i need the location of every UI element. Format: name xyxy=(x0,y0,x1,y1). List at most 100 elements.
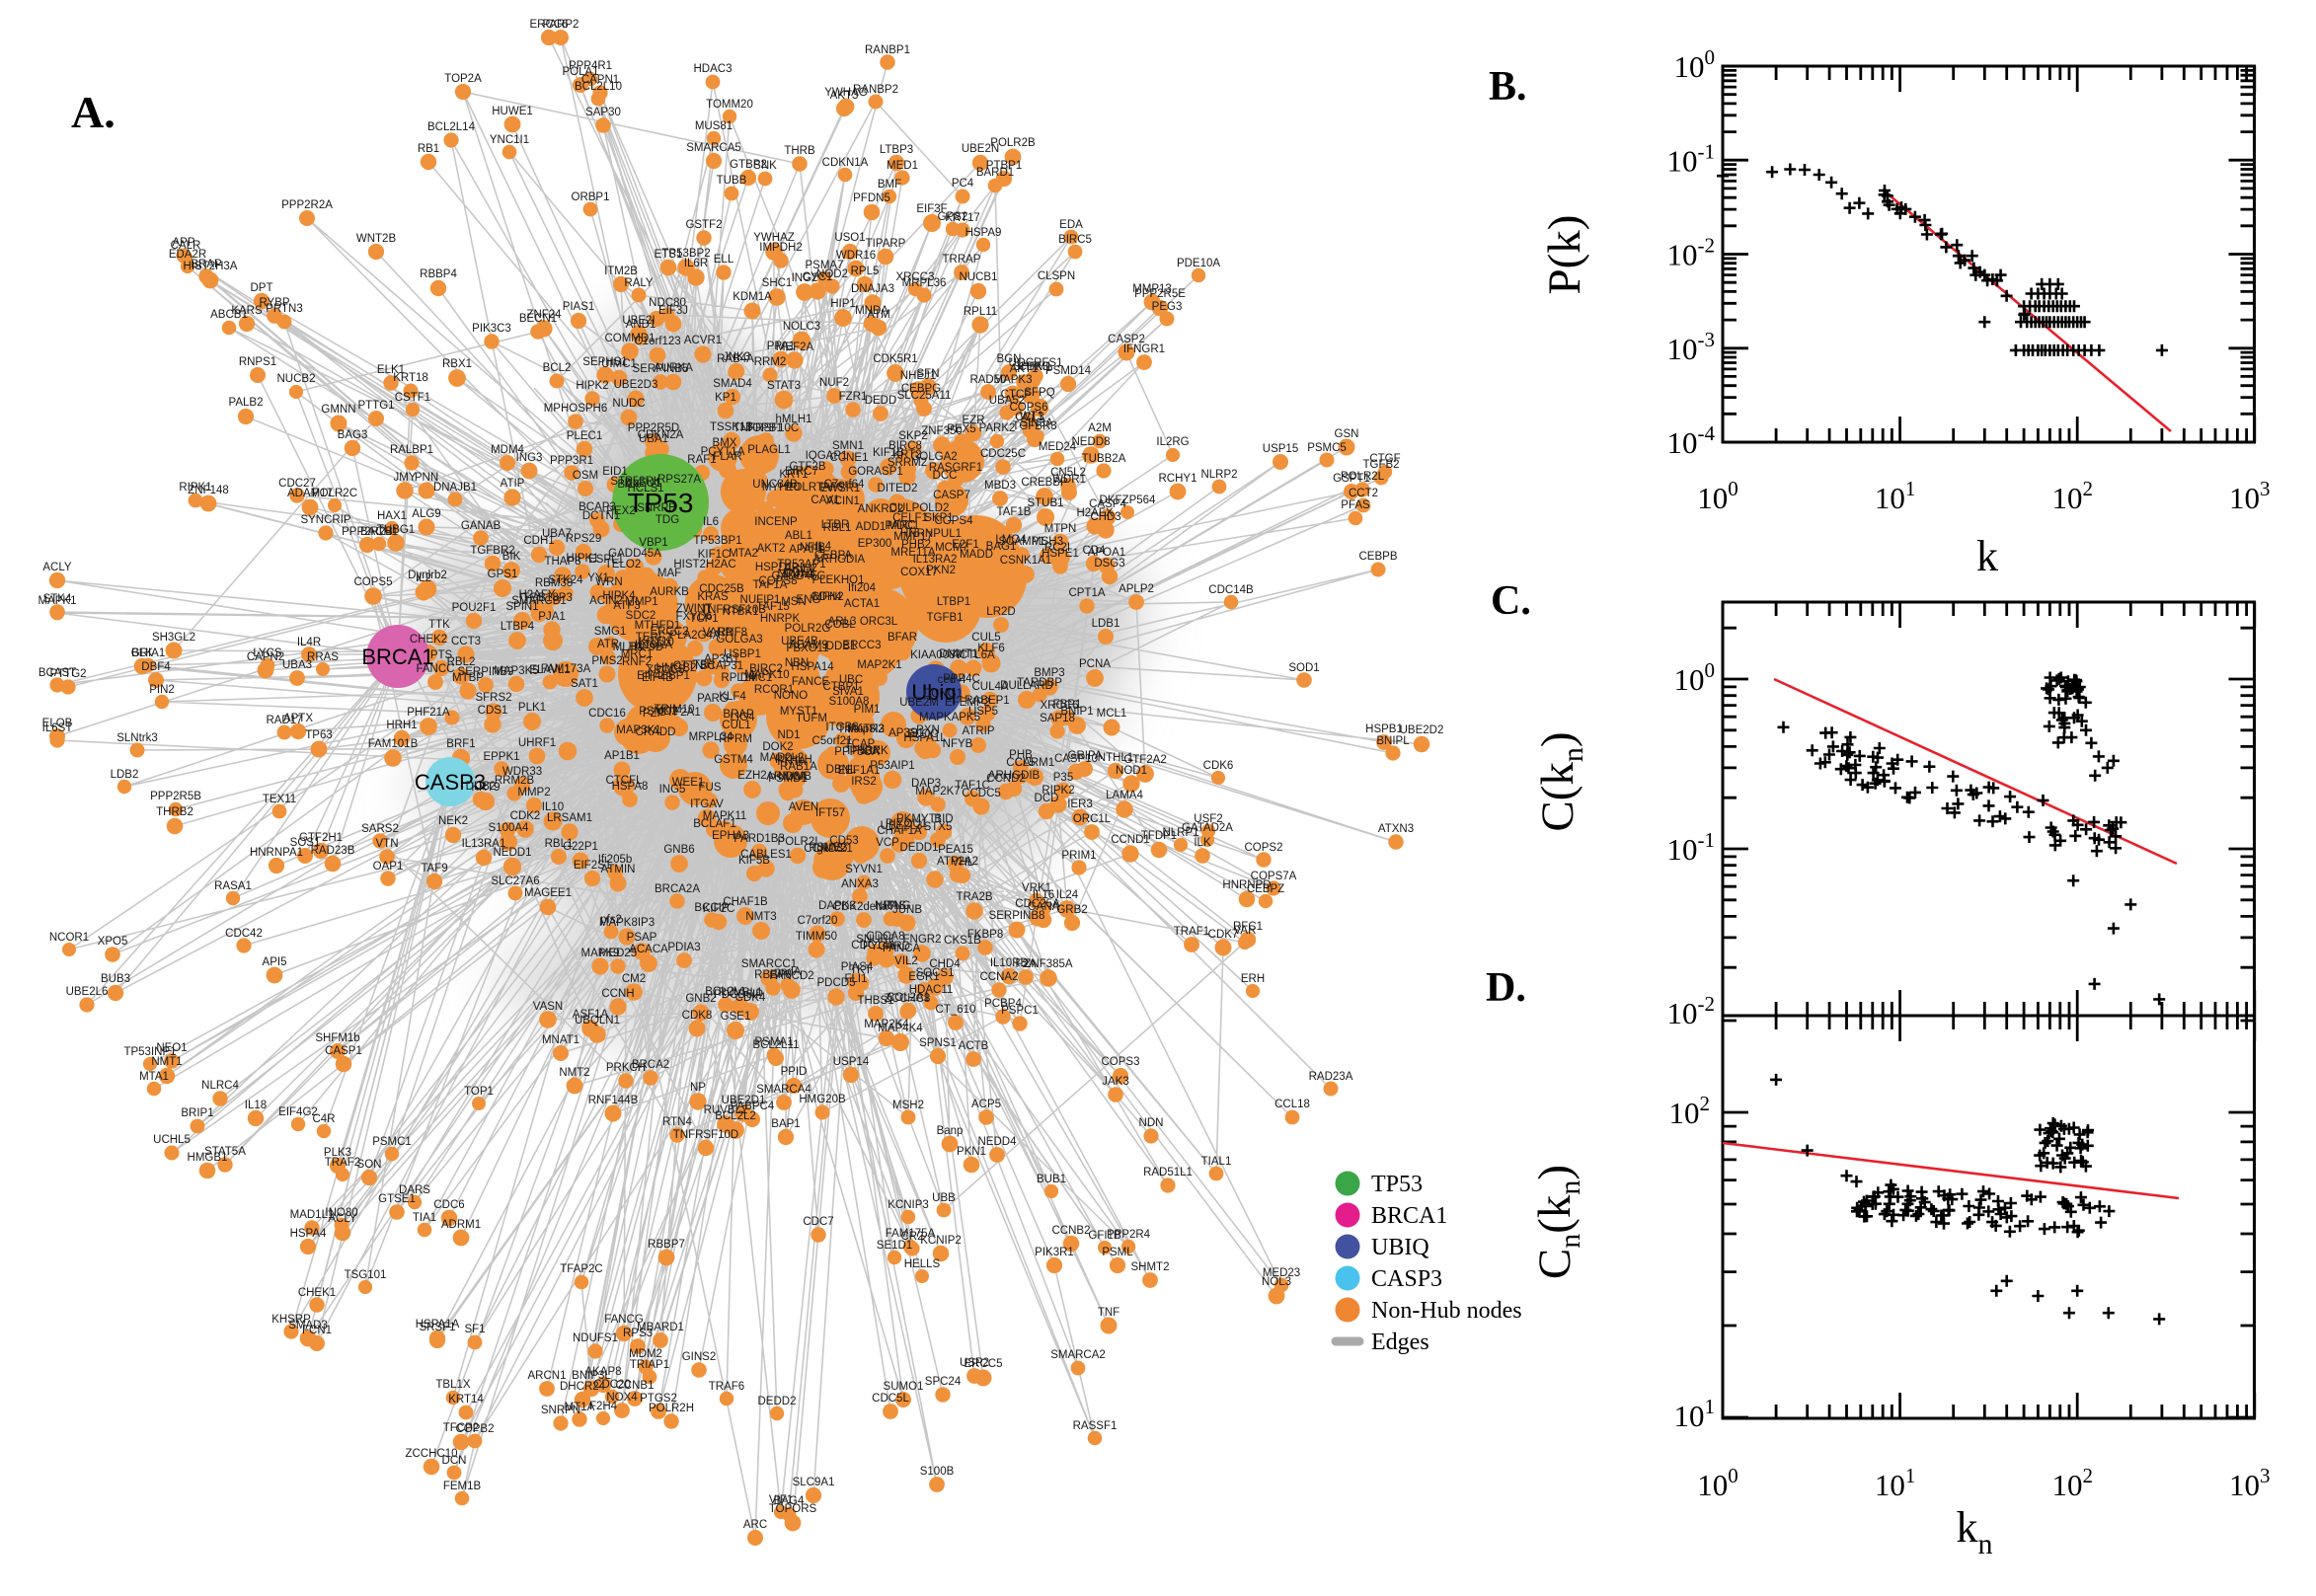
svg-text:ATF3: ATF3 xyxy=(613,600,640,612)
svg-text:RBBP7: RBBP7 xyxy=(648,1239,685,1251)
svg-text:PEA15: PEA15 xyxy=(938,844,973,856)
svg-text:RASGRF1: RASGRF1 xyxy=(929,462,982,474)
svg-text:DITED2: DITED2 xyxy=(878,483,918,494)
svg-text:LDB2: LDB2 xyxy=(111,769,139,781)
svg-text:EZR: EZR xyxy=(963,415,985,426)
svg-text:RBL2: RBL2 xyxy=(447,656,476,668)
svg-text:BMX: BMX xyxy=(713,437,737,449)
svg-text:CEBPB: CEBPB xyxy=(1359,551,1398,563)
svg-text:STAT5A: STAT5A xyxy=(204,1146,246,1158)
svg-text:FLAR: FLAR xyxy=(713,451,741,463)
svg-text:SMAD4: SMAD4 xyxy=(713,378,752,390)
svg-text:KDM1A: KDM1A xyxy=(733,291,772,303)
svg-text:UBE2D3: UBE2D3 xyxy=(614,379,658,391)
svg-text:SFRS2: SFRS2 xyxy=(475,692,511,704)
svg-text:KRT18: KRT18 xyxy=(393,372,428,384)
svg-text:GRB2: GRB2 xyxy=(1056,904,1087,916)
svg-text:POLR2H: POLR2H xyxy=(649,1403,694,1414)
svg-text:ACTA1: ACTA1 xyxy=(844,598,880,610)
svg-text:TRIM10: TRIM10 xyxy=(655,704,695,716)
svg-text:IQGAP1: IQGAP1 xyxy=(806,450,848,462)
svg-text:TRA2B: TRA2B xyxy=(956,891,992,903)
svg-text:P53AIP1: P53AIP1 xyxy=(870,760,914,772)
svg-text:NDN: NDN xyxy=(1139,1117,1164,1129)
svg-text:hMLH1: hMLH1 xyxy=(775,414,811,425)
svg-text:IL10RB: IL10RB xyxy=(990,957,1029,969)
svg-text:FANCA: FANCA xyxy=(883,943,921,954)
svg-text:KRAS: KRAS xyxy=(697,591,729,603)
svg-text:CCL3: CCL3 xyxy=(1015,412,1043,423)
svg-text:RYBP: RYBP xyxy=(259,297,289,309)
svg-text:CTCFL: CTCFL xyxy=(605,775,643,787)
svg-text:HAX1: HAX1 xyxy=(377,510,407,522)
svg-text:LMO4: LMO4 xyxy=(995,534,1027,546)
svg-text:ARL3: ARL3 xyxy=(828,616,857,628)
svg-text:HIST2H2AC: HIST2H2AC xyxy=(673,559,735,570)
svg-text:PSME3: PSME3 xyxy=(810,842,848,854)
svg-text:NMT1: NMT1 xyxy=(151,1056,182,1068)
svg-text:SHFM1: SHFM1 xyxy=(1014,361,1052,373)
svg-text:RALBP1: RALBP1 xyxy=(390,444,433,456)
svg-text:DEDD1: DEDD1 xyxy=(900,842,939,854)
svg-text:HNRNPD: HNRNPD xyxy=(1222,879,1271,891)
svg-text:PSAP: PSAP xyxy=(627,932,657,944)
svg-text:RAB4A: RAB4A xyxy=(717,353,754,365)
svg-text:ELOB: ELOB xyxy=(42,718,73,729)
svg-text:CCNA2: CCNA2 xyxy=(980,971,1019,983)
svg-text:SF1: SF1 xyxy=(464,1324,485,1335)
svg-text:LTBR: LTBR xyxy=(821,519,850,531)
svg-text:JUNB: JUNB xyxy=(892,904,922,916)
svg-text:FZR1: FZR1 xyxy=(839,391,868,403)
svg-text:CTTN: CTTN xyxy=(673,660,704,672)
svg-text:SUMO1: SUMO1 xyxy=(884,1381,924,1393)
svg-text:LTBP1: LTBP1 xyxy=(937,596,970,608)
svg-text:MBARD1: MBARD1 xyxy=(637,1322,684,1333)
svg-text:ITM2B: ITM2B xyxy=(604,266,638,277)
svg-text:FUS: FUS xyxy=(699,782,722,794)
svg-text:GOLGA2: GOLGA2 xyxy=(910,451,957,463)
svg-text:TERF2: TERF2 xyxy=(636,632,671,644)
svg-text:NDC80: NDC80 xyxy=(649,297,686,309)
svg-text:SON: SON xyxy=(357,1159,382,1171)
svg-text:CDK7: CDK7 xyxy=(1208,929,1239,941)
svg-text:NTBK1: NTBK1 xyxy=(722,606,758,618)
svg-text:TP53AP1: TP53AP1 xyxy=(777,559,825,570)
svg-text:ACTB: ACTB xyxy=(959,1040,989,1052)
svg-text:SPIN1: SPIN1 xyxy=(505,601,538,613)
svg-text:NMT3: NMT3 xyxy=(745,911,776,923)
svg-text:NHEJ1: NHEJ1 xyxy=(900,370,936,382)
svg-text:KIF5B: KIF5B xyxy=(738,855,770,867)
svg-text:PKN1: PKN1 xyxy=(957,1146,986,1158)
svg-text:TGFB1: TGFB1 xyxy=(926,612,963,624)
svg-text:SYNCRIP: SYNCRIP xyxy=(300,514,350,526)
svg-text:MAD1L1: MAD1L1 xyxy=(290,1209,335,1221)
svg-text:RPL11: RPL11 xyxy=(964,306,997,318)
svg-text:CDKN1A: CDKN1A xyxy=(822,157,869,169)
svg-text:COBL: COBL xyxy=(824,619,856,631)
svg-text:GNB2: GNB2 xyxy=(685,993,716,1005)
svg-text:RCHY1: RCHY1 xyxy=(1159,473,1197,485)
svg-text:Cn(kn): Cn(kn) xyxy=(1529,1165,1586,1279)
svg-text:SH3GL2: SH3GL2 xyxy=(152,632,195,644)
svg-text:BIRC8: BIRC8 xyxy=(888,440,922,452)
svg-text:ZNF24: ZNF24 xyxy=(526,309,562,321)
svg-text:GTF2B: GTF2B xyxy=(789,461,825,473)
svg-text:IRS2: IRS2 xyxy=(851,776,877,788)
svg-text:CDK2deltaT: CDK2deltaT xyxy=(833,901,895,913)
svg-text:DAPK3: DAPK3 xyxy=(818,900,856,912)
svg-text:UBE2D1: UBE2D1 xyxy=(722,1095,766,1106)
svg-text:UCHL5: UCHL5 xyxy=(153,1134,191,1146)
svg-text:UBQLN1: UBQLN1 xyxy=(575,1015,620,1026)
svg-text:MAP2K1: MAP2K1 xyxy=(857,659,901,671)
svg-text:EPHA3: EPHA3 xyxy=(712,830,749,842)
svg-text:ERCC3: ERCC3 xyxy=(843,640,882,651)
svg-text:UBE4B: UBE4B xyxy=(781,636,818,647)
svg-text:TUBG1: TUBG1 xyxy=(377,524,415,536)
svg-text:ITGB18P3: ITGB18P3 xyxy=(519,592,573,604)
svg-text:DDB2: DDB2 xyxy=(466,781,497,793)
svg-text:TNF: TNF xyxy=(1098,1307,1119,1319)
svg-text:C4R: C4R xyxy=(312,1113,335,1125)
svg-text:TRIAP1: TRIAP1 xyxy=(630,1359,669,1371)
svg-text:SERPINB8: SERPINB8 xyxy=(989,910,1045,922)
svg-text:PCBP4: PCBP4 xyxy=(984,998,1022,1010)
